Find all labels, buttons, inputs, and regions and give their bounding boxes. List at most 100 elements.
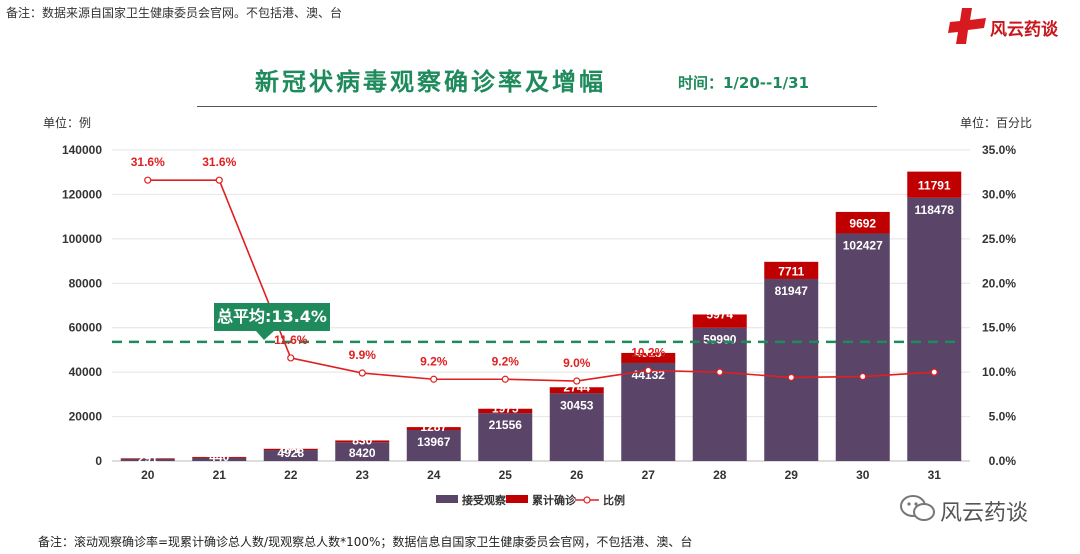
confirmed-data-label: 5974 [706,307,733,321]
y-right-tick-label: 30.0% [982,187,1016,201]
bar-observed [907,197,962,462]
confirmed-data-label: 830 [352,433,372,447]
ratio-point [430,375,438,383]
bar-observed [192,457,247,461]
legend-label-observed: 接受观察 [462,493,507,507]
y-right-tick-label: 20.0% [982,276,1016,290]
bar-confirmed [478,408,533,414]
legend-label-ratio: 比例 [603,493,625,507]
y-left-tick-label: 60000 [69,321,103,335]
bar-observed [549,393,604,461]
bar-confirmed [263,448,318,451]
x-tick-label: 24 [427,468,441,482]
observed-data-label: 8420 [349,446,376,460]
ratio-point [501,375,509,383]
observed-data-label: 59990 [703,333,737,347]
confirmed-data-label: 1287 [420,420,447,434]
bar-confirmed [406,427,461,430]
bar-observed [478,413,533,461]
legend-label-confirmed: 累计确诊 [532,493,577,507]
ratio-point [215,176,223,184]
x-tick-label: 30 [856,468,870,482]
title-underline [197,106,877,107]
observed-data-label: 118478 [915,203,955,217]
observed-data-label: 13967 [417,435,451,449]
y-left-tick-label: 140000 [62,143,102,157]
observed-data-label: 102427 [843,238,883,252]
brand-logo: 风云药谈 [946,6,1076,46]
ratio-point [787,373,795,382]
ratio-data-label: 9.0% [563,356,591,370]
observed-data-label: 1394 [206,446,233,460]
bar-observed [692,327,747,461]
legend-swatch-ratio-marker [583,496,591,504]
y-right-tick-label: 10.0% [982,365,1016,379]
bar-confirmed [835,211,890,234]
bar-confirmed [192,456,247,458]
y-left-tick-label: 120000 [62,187,102,201]
wechat-badge: 风云药谈 [898,493,1058,526]
ratio-point [859,372,867,381]
bar-confirmed [764,261,819,279]
average-callout-shape [214,303,330,340]
confirmed-data-label: 291 [138,451,158,465]
ratio-point [573,377,581,385]
bar-confirmed [692,314,747,328]
confirmed-data-label: 2744 [563,380,590,394]
x-tick-label: 26 [570,468,584,482]
confirmed-data-label: 9692 [849,217,876,231]
bar-confirmed [120,458,175,459]
observed-data-label: 81947 [775,284,809,298]
bar-confirmed [335,440,390,443]
x-tick-label: 31 [928,468,942,482]
confirmed-data-label: 7711 [778,264,804,278]
y-right-tick-label: 5.0% [989,410,1017,424]
y-right-tick-label: 15.0% [982,321,1016,335]
y-right-tick-label: 35.0% [982,143,1016,157]
y-right-tick-label: 0.0% [989,454,1017,468]
observed-data-label: 30453 [560,398,594,412]
bar-confirmed [907,171,962,198]
bar-observed [835,233,890,461]
ratio-data-label: 31.6% [202,155,236,169]
average-callout: 总平均:13.4% [214,303,330,340]
logo-text: 风云药谈 [990,20,1058,40]
y-left-tick-label: 100000 [62,232,102,246]
ratio-point [358,369,366,377]
bar-observed [263,450,318,461]
bar-observed [621,362,676,461]
bar-confirmed [549,387,604,394]
ratio-data-label: 9.2% [420,354,448,368]
y-left-tick-label: 80000 [69,276,103,290]
right-axis-unit: 单位：百分比 [960,116,1033,130]
observed-data-label: 21556 [489,418,523,432]
x-tick-label: 25 [499,468,513,482]
ratio-point [644,366,652,374]
x-tick-label: 21 [213,468,227,482]
y-left-tick-label: 20000 [69,410,103,424]
confirmed-data-label: 571 [281,442,301,456]
chart-subtitle: 时间：1/20--1/31 [678,74,810,92]
wechat-label: 风云药谈 [940,501,1029,526]
chart-title: 新冠状病毒观察确诊率及增幅 [255,68,606,96]
top-note: 备注：数据来源自国家卫生健康委员会官网。不包括港、澳、台 [6,6,343,20]
x-tick-label: 27 [642,468,656,482]
ratio-point [716,368,724,376]
ratio-data-label: 9.9% [349,348,377,362]
ratio-point [287,354,295,362]
x-tick-label: 22 [284,468,298,482]
ratio-data-label: 10.2% [631,345,665,359]
average-label: 总平均:13.4% [217,307,327,326]
bar-observed [764,278,819,461]
red-cross-icon [948,8,986,44]
bar-observed [120,458,175,461]
bar-observed [406,429,461,461]
observed-data-label: 922 [138,446,158,460]
confirmed-data-label: 11791 [918,179,951,193]
footnote: 备注：滚动观察确诊率=现累计确诊总人数/现观察总人数*100%；数据信息自国家卫… [38,535,693,549]
confirmed-data-label: 440 [209,450,229,464]
y-left-tick-label: 40000 [69,365,103,379]
confirmed-data-label: 1975 [492,402,519,416]
confirmed-data-label: 4515 [635,346,662,360]
bar-observed [335,442,390,461]
